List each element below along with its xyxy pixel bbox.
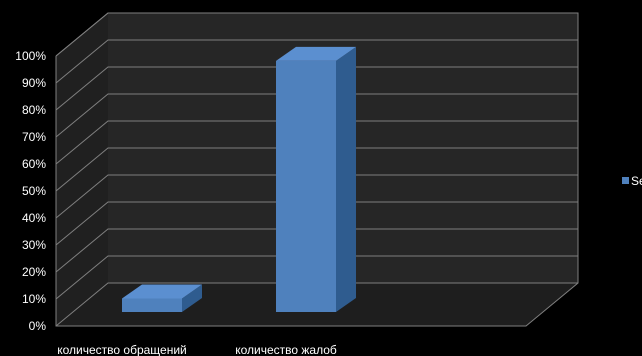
y-tick-label: 90% <box>22 76 46 90</box>
y-tick-label: 100% <box>15 49 46 63</box>
x-category-label: количество обращений <box>57 343 187 356</box>
y-tick-label: 10% <box>22 292 46 306</box>
gridline <box>55 120 578 165</box>
gridline <box>55 39 578 84</box>
legend-label: Se <box>631 174 642 188</box>
bar-side <box>182 284 202 312</box>
x-axis-category-labels: количество обращений количество жалоб <box>57 343 337 356</box>
bar-front <box>276 60 336 313</box>
gridline <box>55 282 578 327</box>
gridline <box>55 66 578 111</box>
legend-swatch <box>622 177 629 184</box>
y-tick-label: 30% <box>22 238 46 252</box>
bar <box>276 46 356 313</box>
gridline <box>55 255 578 300</box>
legend: Se <box>622 174 642 188</box>
gridline <box>55 147 578 192</box>
y-axis-tick-labels: 0% 10% 20% 30% 40% 50% 60% 70% 80% 90% 100% <box>15 49 46 333</box>
y-tick-label: 20% <box>22 265 46 279</box>
y-tick-label: 40% <box>22 211 46 225</box>
bar-top <box>276 46 356 61</box>
gridline <box>55 201 578 246</box>
y-tick-label: 80% <box>22 103 46 117</box>
bar <box>122 284 202 312</box>
x-category-label: количество жалоб <box>235 343 337 356</box>
y-tick-label: 70% <box>22 130 46 144</box>
gridline <box>55 174 578 219</box>
y-tick-label: 50% <box>22 184 46 198</box>
y-tick-label: 60% <box>22 157 46 171</box>
bar-top <box>122 284 202 299</box>
gridline <box>55 228 578 273</box>
y-tick-label: 0% <box>29 319 47 333</box>
bar-side <box>336 46 356 313</box>
bar-front <box>122 298 182 312</box>
bars <box>122 46 356 313</box>
gridline <box>55 93 578 138</box>
gridline <box>55 12 578 57</box>
gridlines <box>55 12 578 327</box>
